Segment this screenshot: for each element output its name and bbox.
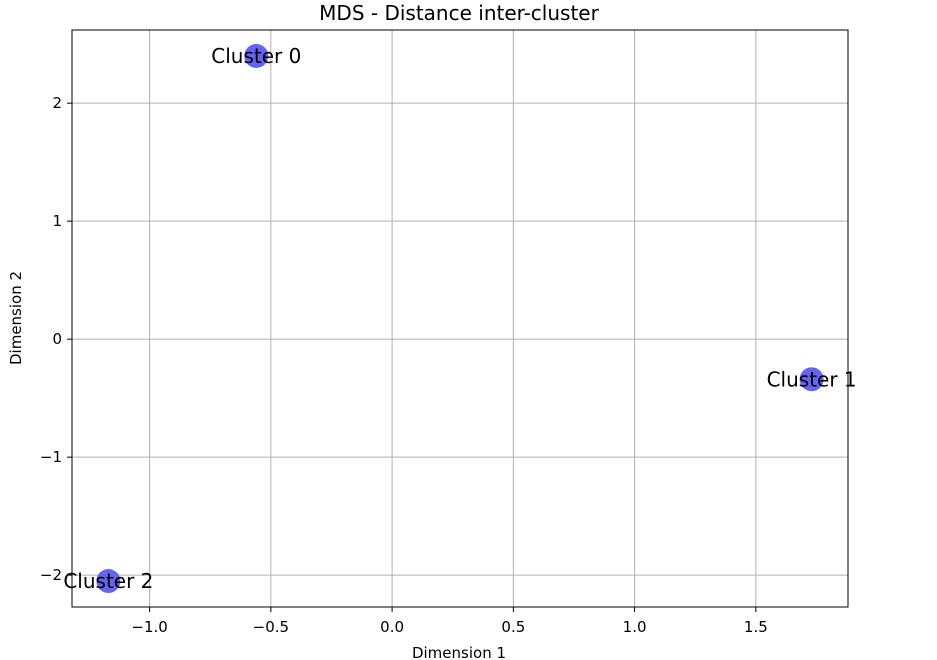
x-axis-label: Dimension 1: [412, 644, 506, 660]
x-tick-label: 0.0: [380, 618, 404, 636]
data-point-label: Cluster 0: [211, 44, 301, 68]
x-tick-label: −0.5: [253, 618, 289, 636]
x-tick-label: 0.5: [501, 618, 525, 636]
data-points: Cluster 0 Cluster 1 Cluster 2: [63, 43, 857, 594]
data-point-marker: [244, 43, 269, 68]
data-point-label: Cluster 1: [767, 367, 857, 391]
y-axis-label: Dimension 2: [7, 271, 25, 365]
y-tick-label: −1: [40, 448, 62, 466]
y-tick-label: 0: [52, 330, 62, 348]
data-point-marker: [799, 367, 824, 392]
x-tick-label: 1.0: [623, 618, 647, 636]
chart-title: MDS - Distance inter-cluster: [319, 1, 599, 25]
x-tick-label: 1.5: [744, 618, 768, 636]
grid-lines: [72, 30, 848, 607]
plot-area-frame: [71, 29, 849, 608]
y-tick-label: −2: [40, 566, 62, 584]
axis-ticks: −1.0 −0.5 0.0 0.5 1.0 1.5 −2 −1 0 1 2: [40, 94, 768, 636]
x-tick-label: −1.0: [131, 618, 167, 636]
y-tick-label: 2: [52, 94, 62, 112]
y-tick-label: 1: [52, 212, 62, 230]
data-point-label: Cluster 2: [63, 569, 153, 593]
data-point-marker: [96, 569, 121, 594]
